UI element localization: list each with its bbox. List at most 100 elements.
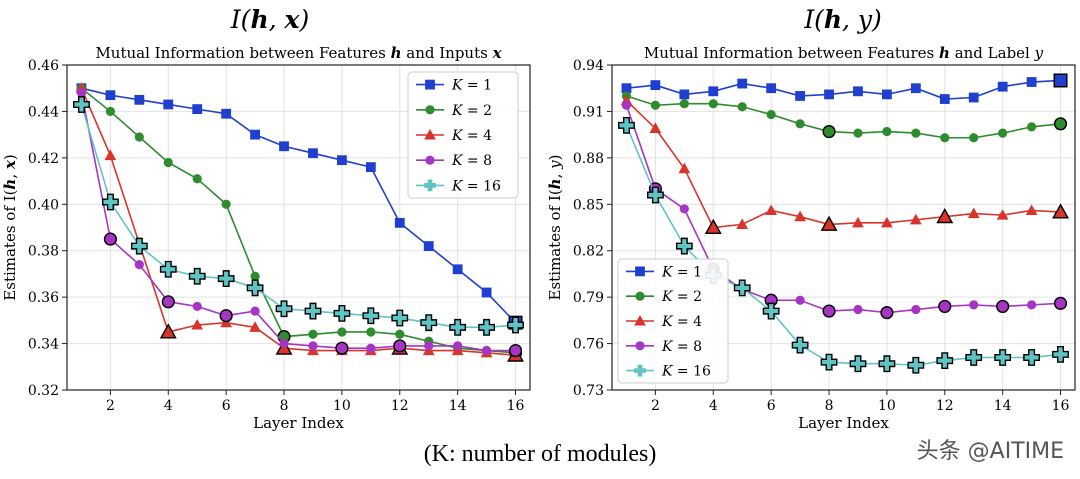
- data-point: [708, 86, 719, 97]
- data-point: [1026, 300, 1037, 310]
- data-point: [968, 92, 979, 103]
- data-point: [822, 124, 836, 139]
- series-line: [80, 87, 516, 354]
- y-tick-label: 0.91: [573, 104, 604, 120]
- data-point: [675, 237, 693, 255]
- data-point: [191, 318, 204, 330]
- series-k2: [621, 91, 1068, 143]
- y-tick-label: 0.46: [28, 58, 59, 74]
- data-point: [335, 341, 349, 355]
- y-tick-label: 0.76: [573, 337, 604, 353]
- data-point: [452, 264, 463, 275]
- data-point: [882, 89, 892, 100]
- data-point: [391, 309, 409, 327]
- legend-label: K = 4: [661, 314, 702, 330]
- data-point: [279, 141, 289, 152]
- data-point: [852, 216, 864, 228]
- data-point: [708, 99, 718, 109]
- data-point: [647, 186, 664, 204]
- data-point: [936, 207, 954, 224]
- data-point: [192, 301, 202, 312]
- chart-title: Mutual Information between Features h an…: [644, 44, 1044, 62]
- data-point: [337, 327, 347, 337]
- series-line: [80, 104, 516, 329]
- x-tick-label: 14: [449, 398, 467, 414]
- series-line: [626, 95, 1061, 139]
- data-point: [219, 309, 233, 323]
- data-point: [161, 295, 175, 309]
- y-tick-label: 0.32: [28, 383, 59, 399]
- y-tick-label: 0.38: [28, 244, 59, 260]
- x-tick-label: 6: [222, 398, 231, 414]
- data-point: [853, 86, 863, 97]
- series-k16: [73, 96, 524, 336]
- data-point: [159, 260, 177, 278]
- y-tick-label: 0.34: [28, 337, 59, 353]
- data-point: [795, 119, 805, 129]
- legend-entry: K = 4: [416, 128, 492, 144]
- y-tick-label: 0.42: [28, 151, 59, 167]
- data-point: [820, 353, 838, 371]
- series-line: [80, 92, 516, 352]
- data-point: [936, 352, 954, 369]
- chart-title: Mutual Information between Features h an…: [95, 44, 502, 62]
- legend-entry: K = 2: [416, 103, 492, 119]
- data-point: [997, 81, 1008, 92]
- data-point: [766, 83, 777, 94]
- plot-frame: [611, 64, 1076, 391]
- x-tick-label: 10: [333, 398, 351, 414]
- legend-entry: K = 8: [626, 339, 702, 355]
- data-point: [246, 279, 264, 297]
- legend-label: K = 1: [451, 78, 492, 94]
- figure-caption: (K: number of modules): [424, 441, 657, 467]
- data-point: [795, 91, 805, 101]
- data-point: [766, 109, 776, 120]
- data-point: [1053, 296, 1068, 310]
- data-point: [105, 90, 116, 101]
- series-line: [626, 79, 1061, 100]
- data-point: [853, 128, 863, 138]
- data-point: [736, 218, 749, 229]
- watermark: 头条 @AITIME: [917, 439, 1064, 464]
- data-point: [130, 237, 148, 255]
- y-tick-label: 0.40: [28, 197, 59, 213]
- series-k8: [621, 100, 1068, 320]
- legend-entry: K = 4: [626, 314, 702, 330]
- series-line: [625, 104, 1061, 314]
- y-axis-label: Estimates of I(h, x): [1, 154, 19, 300]
- series-line: [81, 87, 517, 324]
- data-point: [969, 300, 979, 310]
- data-point: [481, 345, 492, 356]
- data-point: [794, 210, 806, 222]
- legend: K = 1 K = 2 K = 4 K = 8 K = 16: [617, 258, 729, 384]
- y-tick-label: 0.36: [28, 290, 59, 306]
- data-point: [911, 128, 921, 138]
- data-point: [366, 327, 376, 337]
- series-k8: [76, 88, 523, 358]
- data-point: [76, 88, 87, 98]
- data-point: [366, 343, 376, 353]
- data-point: [881, 216, 893, 228]
- y-tick-label: 0.44: [28, 104, 59, 120]
- data-point: [649, 122, 662, 134]
- data-point: [911, 304, 921, 315]
- chart-left-mi-features-inputs: I(h, x) Mutual Information between Featur…: [1, 5, 531, 432]
- data-point: [853, 304, 863, 315]
- data-point: [910, 83, 921, 94]
- legend-entry: K = 16: [416, 178, 501, 194]
- data-point: [481, 287, 492, 298]
- data-point: [909, 213, 922, 225]
- legend-entry: K = 2: [626, 289, 702, 305]
- legend-marker: [425, 105, 435, 115]
- data-point: [967, 207, 980, 219]
- data-point: [365, 162, 376, 173]
- x-tick-label: 6: [767, 398, 776, 414]
- data-point: [1026, 77, 1037, 87]
- series-line: [80, 87, 516, 356]
- data-point: [765, 204, 778, 216]
- data-point: [188, 267, 206, 285]
- data-point: [1053, 73, 1068, 88]
- y-tick-label: 0.73: [573, 383, 604, 399]
- data-point: [420, 314, 438, 332]
- series-k1: [621, 73, 1068, 104]
